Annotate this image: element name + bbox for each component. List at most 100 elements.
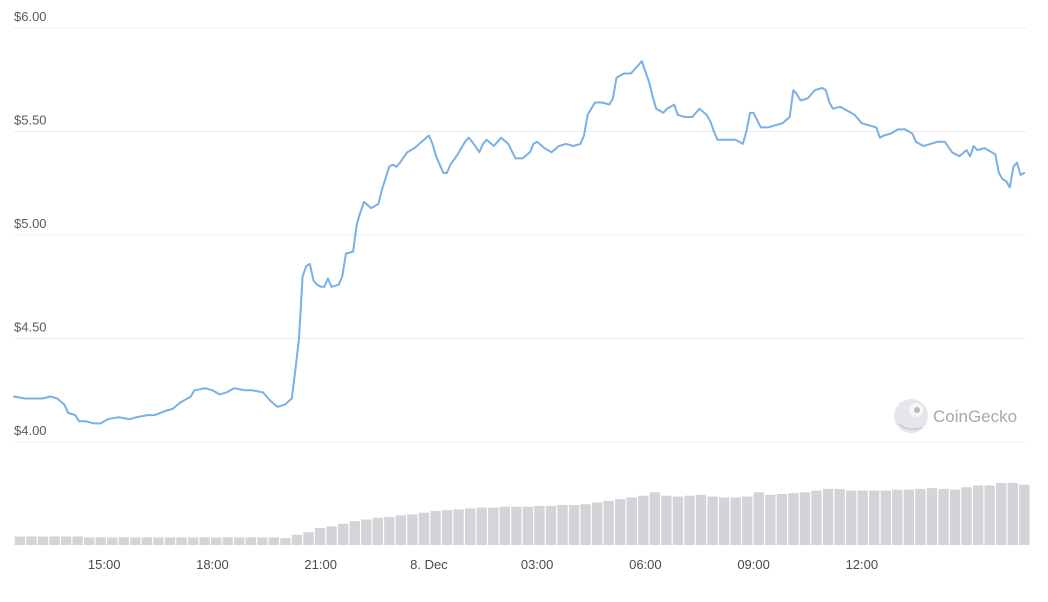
volume-bar: [234, 537, 245, 545]
volume-bar: [753, 492, 764, 545]
volume-bar: [822, 488, 834, 545]
volume-bar: [60, 536, 72, 545]
volume-bar: [638, 495, 649, 545]
volume-bar: [857, 490, 868, 545]
volume-bar: [107, 537, 118, 545]
x-axis-ticks: 15:00 18:00 21:00 8. Dec 03:00 06:00 09:00 12:0…: [88, 557, 878, 572]
volume-bar: [268, 537, 280, 545]
volume-bar: [684, 495, 695, 545]
volume-bar: [326, 526, 337, 545]
volume-bar: [615, 499, 626, 545]
volume-bar: [926, 488, 938, 545]
x-tick-label: 06:00: [629, 557, 662, 572]
volume-bar: [361, 519, 372, 545]
volume-bar: [742, 496, 753, 545]
volume-bar: [384, 516, 395, 545]
volume-bar: [72, 536, 83, 545]
volume-bar: [984, 485, 995, 545]
volume-bar: [176, 537, 187, 545]
volume-bar: [14, 536, 26, 545]
volume-bar: [961, 487, 972, 545]
volume-bar: [418, 512, 430, 545]
x-tick-label: 12:00: [846, 557, 879, 572]
volume-bar: [83, 537, 95, 545]
volume-bar: [534, 505, 545, 545]
y-tick-label: $4.00: [14, 423, 47, 438]
volume-bar: [511, 506, 522, 545]
volume-bar: [164, 537, 176, 545]
volume-bar: [199, 537, 210, 545]
x-tick-label: 03:00: [521, 557, 554, 572]
volume-bar: [903, 489, 915, 545]
watermark-text: CoinGecko: [933, 407, 1017, 426]
volume-bar: [557, 505, 568, 545]
volume-bar: [915, 488, 926, 545]
volume-bar: [337, 523, 349, 545]
volume-bar: [776, 494, 788, 545]
volume-bar: [591, 502, 603, 545]
volume-bar: [845, 490, 857, 545]
gecko-logo-icon: [894, 399, 928, 433]
volume-bar: [303, 532, 314, 545]
volume-bar: [799, 492, 811, 545]
volume-bar: [153, 537, 164, 545]
volume-bar: [130, 537, 141, 545]
volume-bar: [187, 537, 199, 545]
volume-bar: [453, 509, 464, 545]
volume-bar: [568, 505, 580, 545]
volume-bar: [626, 497, 637, 545]
y-tick-label: $5.00: [14, 216, 47, 231]
volume-bar: [291, 534, 303, 545]
volume-bar: [257, 537, 268, 545]
x-tick-label: 21:00: [304, 557, 337, 572]
volume-bar: [476, 507, 487, 545]
volume-bar: [811, 490, 822, 545]
coingecko-watermark: CoinGecko: [894, 399, 1017, 433]
volume-bar: [245, 537, 256, 545]
grid-layer: [14, 27, 1026, 443]
volume-bar: [661, 495, 672, 545]
volume-bar: [430, 511, 441, 545]
volume-bar: [349, 521, 360, 545]
volume-bar: [972, 485, 984, 545]
volume-bar: [545, 505, 557, 545]
volume-bar: [210, 537, 222, 545]
y-tick-label: $5.50: [14, 113, 47, 128]
volume-bar: [372, 517, 383, 545]
volume-bar: [441, 510, 453, 545]
volume-bar: [95, 537, 106, 545]
volume-bar: [788, 493, 799, 545]
volume-bar: [580, 504, 591, 545]
volume-bars: [14, 482, 1030, 545]
volume-bar: [314, 528, 326, 545]
volume-bar: [949, 489, 961, 545]
volume-bar: [464, 508, 476, 545]
volume-bar: [603, 500, 614, 545]
price-line: [13, 60, 1026, 425]
volume-bar: [672, 496, 684, 545]
volume-bar: [222, 537, 233, 545]
volume-bar: [49, 536, 60, 545]
volume-bar: [834, 488, 845, 545]
volume-bar: [499, 506, 510, 545]
volume-bar: [141, 537, 153, 545]
y-tick-label: $4.50: [14, 320, 47, 335]
price-series: [13, 60, 1026, 425]
x-tick-label: 15:00: [88, 557, 121, 572]
x-tick-label: 18:00: [196, 557, 229, 572]
volume-bar: [1007, 482, 1018, 545]
y-axis-ticks: $6.00 $5.50 $5.00 $4.50 $4.00: [14, 9, 47, 438]
volume-bar: [880, 490, 891, 545]
x-tick-label: 8. Dec: [410, 557, 448, 572]
volume-bar: [649, 492, 661, 545]
volume-bar: [280, 538, 291, 545]
volume-bar: [407, 514, 418, 545]
volume-bar: [765, 494, 776, 545]
volume-bar: [26, 536, 37, 545]
volume-bar: [488, 507, 499, 545]
volume-bar: [37, 536, 49, 545]
volume-bar: [892, 489, 903, 545]
volume-bar: [1019, 484, 1030, 545]
